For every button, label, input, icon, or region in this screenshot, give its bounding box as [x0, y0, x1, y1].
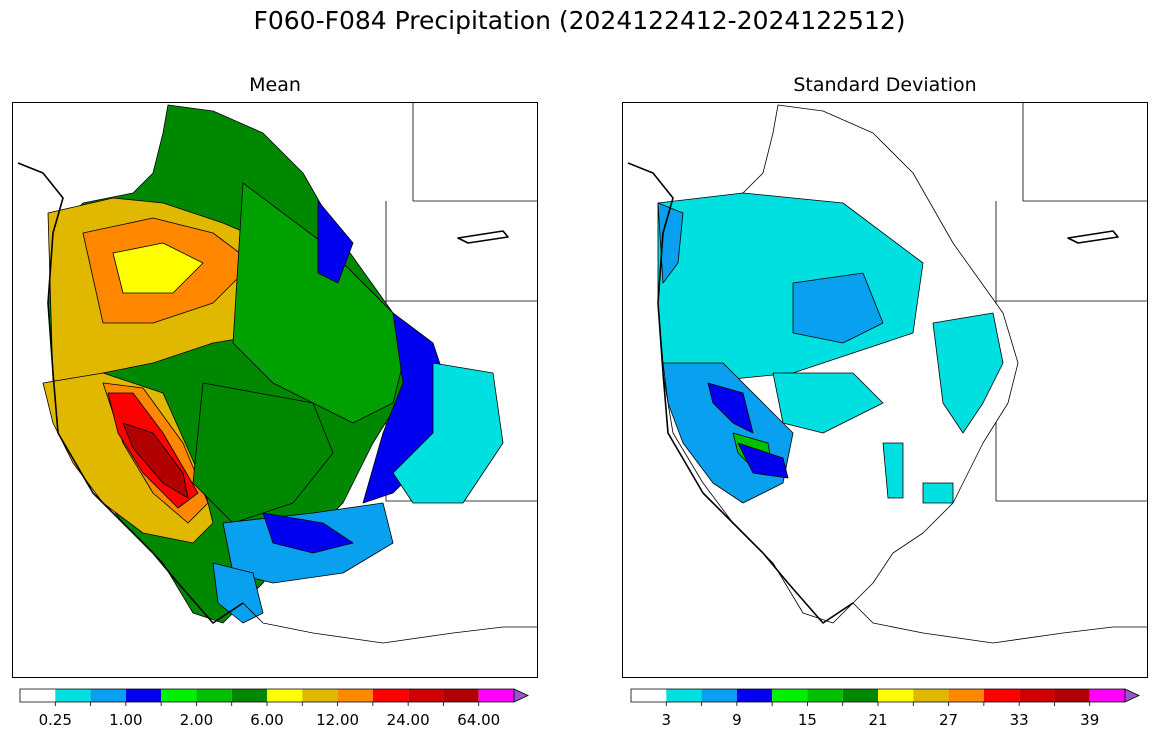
- canada-border: [1022, 103, 1147, 202]
- colorbar-bin: [701, 689, 737, 702]
- mean-map-canvas: [17, 103, 537, 644]
- colorbar-extend-arrow: [1124, 688, 1140, 703]
- colorbar-tick-label: 9: [732, 711, 742, 729]
- colorbar-bin: [372, 689, 409, 702]
- basin-region-darkred: [122, 422, 189, 499]
- colorbar-bin: [772, 689, 808, 702]
- state-border: [995, 301, 1147, 502]
- colorbar-bin: [302, 689, 338, 702]
- colorbar-bin: [807, 689, 843, 702]
- great-salt-lake-outline: [1067, 230, 1119, 244]
- colorbar-extend-arrow: [513, 688, 529, 703]
- mexico-border: [852, 602, 1147, 644]
- basin-region-cyan-patch: [922, 482, 954, 504]
- canada-border: [412, 103, 537, 202]
- colorbar-bin: [337, 689, 373, 702]
- colorbar-tick-label: 39: [1080, 711, 1100, 729]
- colorbar-tick-label: 33: [1009, 711, 1029, 729]
- mean-map: [12, 102, 538, 678]
- colorbar-bin: [1019, 689, 1055, 702]
- colorbar-bin: [55, 689, 91, 702]
- colorbar-tick-label: 12.00: [316, 711, 360, 729]
- basin-region-lightblue-coast: [212, 562, 264, 624]
- stddev-panel-title: Standard Deviation: [793, 74, 977, 96]
- colorbar-tick-label: 1.00: [109, 711, 143, 729]
- colorbar-bin: [666, 689, 702, 702]
- colorbar-tick-label: 15: [797, 711, 817, 729]
- mexico-border: [242, 602, 537, 644]
- state-border: [995, 201, 1147, 302]
- colorbar-bin: [1089, 689, 1125, 702]
- colorbar-tick-label: 64.00: [457, 711, 501, 729]
- coastline: [627, 162, 854, 624]
- colorbar-tick-label: 0.25: [38, 711, 72, 729]
- stddev-colorbar: [630, 688, 1140, 706]
- colorbar-bin: [478, 689, 514, 702]
- colorbar-tick-label: 24.00: [386, 711, 430, 729]
- basin-region-yellow: [112, 242, 204, 294]
- colorbar-bin: [1054, 689, 1090, 702]
- colorbar-bin: [443, 689, 479, 702]
- colorbar-bin: [842, 689, 878, 702]
- colorbar-bin: [231, 689, 267, 702]
- stddev-map: [622, 102, 1148, 678]
- basin-region-blue-north: [317, 200, 354, 284]
- colorbar-bin: [196, 689, 232, 702]
- colorbar-tick-label: 21: [868, 711, 888, 729]
- colorbar-bin: [736, 689, 773, 702]
- colorbar-bin: [161, 689, 197, 702]
- colorbar-bin: [631, 689, 667, 702]
- great-salt-lake-outline: [457, 230, 509, 244]
- basin-region-blue: [707, 382, 754, 434]
- stddev-map-canvas: [627, 103, 1147, 644]
- basin-region-cyan-strip: [882, 442, 904, 499]
- colorbar-bin: [913, 689, 949, 702]
- coastline: [17, 162, 244, 624]
- colorbar-bin: [948, 689, 984, 702]
- colorbar-tick-label: 6.00: [250, 711, 284, 729]
- colorbar-bin: [20, 689, 56, 702]
- colorbar-tick-label: 27: [939, 711, 959, 729]
- colorbar-tick-label: 3: [661, 711, 672, 729]
- basin-region-cyan-center: [772, 372, 884, 434]
- figure-title: F060-F084 Precipitation (2024122412-2024…: [253, 6, 906, 35]
- colorbar-bin: [408, 689, 444, 702]
- basin-region-lightblue-center: [792, 272, 884, 344]
- basin-region-blue-south: [262, 512, 354, 554]
- basin-region-cyan-east: [932, 312, 1004, 434]
- basin-region-blue-south: [737, 442, 789, 479]
- colorbar-bin: [983, 689, 1020, 702]
- basin-region-cyan-east: [392, 362, 504, 504]
- basin-region-darkgreen: [192, 382, 334, 524]
- colorbar-tick-label: 2.00: [179, 711, 214, 729]
- basin-region-midgreen: [232, 182, 404, 424]
- colorbar-bin: [90, 689, 126, 702]
- mean-panel-title: Mean: [249, 74, 301, 96]
- colorbar-bin: [267, 689, 303, 702]
- colorbar-bin: [878, 689, 914, 702]
- mean-colorbar: [19, 688, 529, 706]
- mean-colorbar-canvas: [19, 688, 529, 706]
- stddev-colorbar-canvas: [630, 688, 1140, 706]
- colorbar-bin: [125, 689, 162, 702]
- state-border: [385, 201, 537, 302]
